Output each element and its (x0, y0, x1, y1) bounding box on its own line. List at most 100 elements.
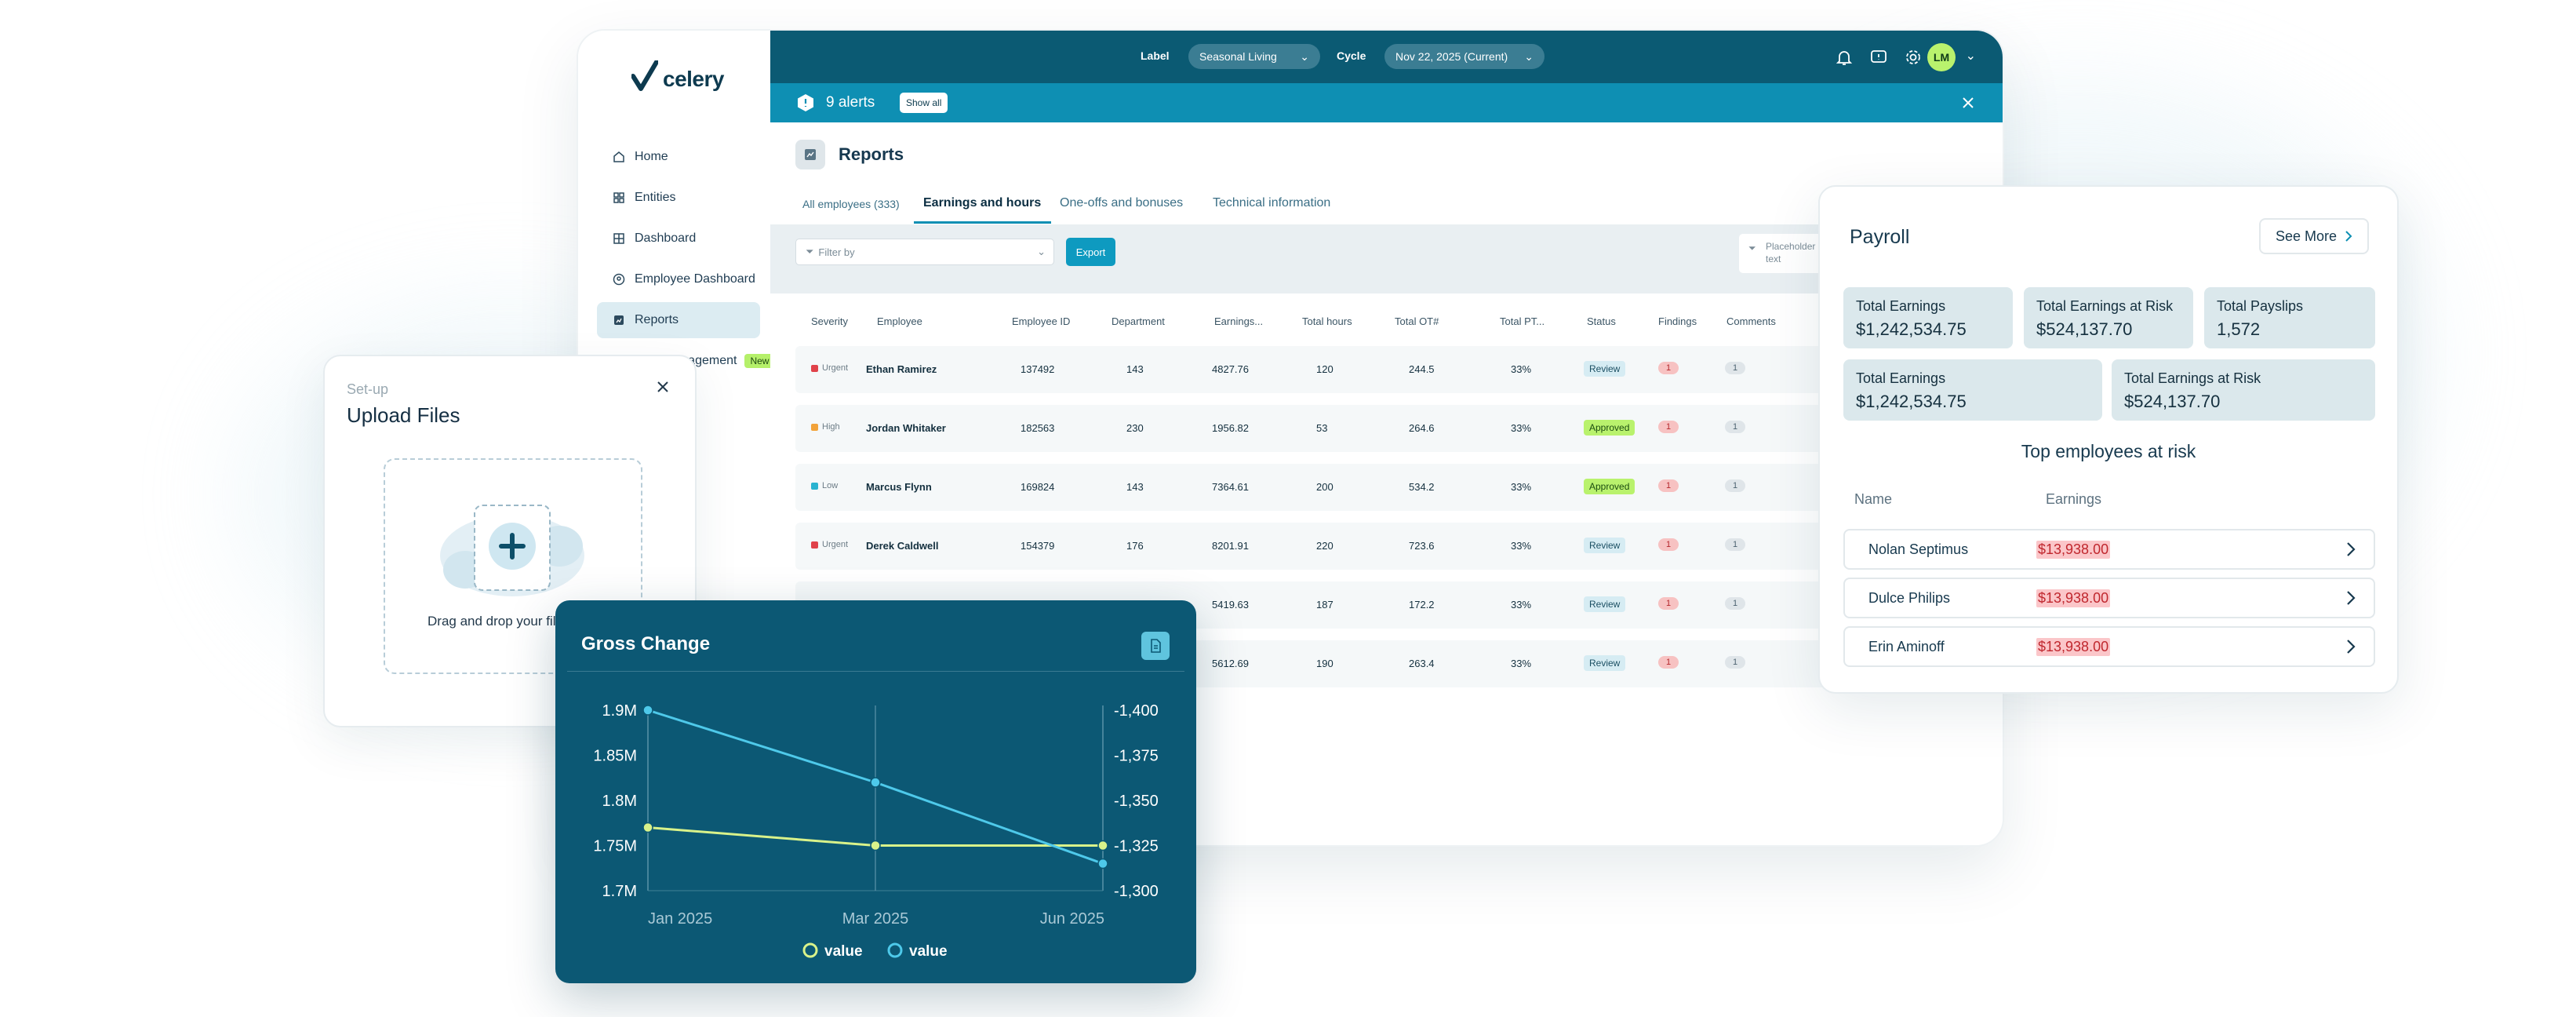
data-point (870, 777, 881, 788)
stat-value: $1,242,534.75 (1856, 392, 1967, 411)
home-icon (613, 151, 625, 163)
severity-cell: High (811, 422, 840, 432)
stat-total-earnings: Total Earnings $1,242,534.75 (1843, 359, 2102, 421)
employee-id: 169824 (1021, 481, 1055, 493)
close-icon[interactable] (654, 378, 671, 396)
filter-input[interactable]: ⏷ Filter by ⌄ (795, 239, 1054, 265)
bell-icon[interactable] (1835, 48, 1854, 67)
total-hours: 187 (1316, 599, 1333, 611)
sidebar-item-home[interactable]: Home (597, 139, 832, 175)
total-ot: 723.6 (1409, 540, 1435, 552)
findings-badge[interactable]: 1 (1658, 597, 1679, 610)
employee-earnings: $13,938.00 (2036, 637, 2111, 656)
help-chat-icon[interactable] (1869, 48, 1888, 67)
document-icon[interactable] (1141, 632, 1170, 660)
dropzone-text: Drag and drop your files (428, 614, 570, 629)
severity-dot (811, 364, 818, 372)
findings-badge[interactable]: 1 (1658, 362, 1679, 374)
employee-name: Nolan Septimus (1868, 541, 1969, 557)
placeholder-filter[interactable]: ⏷ Placeholder text (1739, 234, 1833, 273)
comments-badge[interactable]: 1 (1725, 656, 1746, 669)
payroll-card: Payroll See More Total Earnings $1,242,53… (1818, 185, 2399, 694)
earnings: 1956.82 (1212, 422, 1249, 434)
data-point (642, 822, 653, 833)
department: 176 (1126, 540, 1144, 552)
risk-employee-row[interactable]: Erin Aminoff $13,938.00 (1843, 626, 2375, 667)
employee-name: Dulce Philips (1868, 589, 1951, 606)
y-tick-label-right: -1,350 (1114, 793, 1159, 810)
sidebar-item-reports[interactable]: Reports (597, 302, 760, 338)
reports-icon (613, 314, 625, 326)
chevron-down-icon[interactable]: ⌄ (1965, 49, 1976, 63)
tab-technical-information[interactable]: Technical information (1213, 196, 1331, 210)
chart-title: Gross Change (581, 633, 711, 654)
export-button[interactable]: Export (1066, 238, 1115, 266)
employee-name: Jordan Whitaker (866, 422, 946, 434)
total-pt: 33% (1511, 658, 1532, 669)
findings-badge[interactable]: 1 (1658, 421, 1679, 433)
chevron-down-icon: ⌄ (1524, 49, 1534, 63)
check-logo-icon (631, 60, 658, 91)
reports-content: Reports All employees (333) Earnings and… (770, 122, 2003, 845)
dropzone[interactable]: Drag and drop your files (384, 458, 642, 674)
tab-one-offs-and-bonuses[interactable]: One-offs and bonuses (1060, 196, 1184, 210)
cycle-select[interactable]: Nov 22, 2025 (Current) ⌄ (1384, 44, 1545, 69)
gear-icon[interactable] (1904, 48, 1923, 67)
tab-all-employees[interactable]: All employees (333) (802, 198, 900, 210)
column-header: Status (1587, 315, 1616, 327)
grid-icon (613, 191, 625, 204)
column-header[interactable]: Severity (811, 315, 848, 327)
see-more-button[interactable]: See More (2259, 218, 2369, 254)
label-caption: Label (1141, 49, 1170, 62)
total-pt: 33% (1511, 540, 1532, 552)
alert-bar: 9 alerts Show all (770, 83, 2003, 122)
table-row[interactable]: Urgent Derek Caldwell 154379 176 8201.91 220 7… (795, 523, 1894, 570)
sidebar-item-employee-dashboard[interactable]: Employee Dashboard (597, 261, 832, 297)
earnings: 7364.61 (1212, 481, 1249, 493)
comments-badge[interactable]: 1 (1725, 421, 1746, 433)
comments-badge[interactable]: 1 (1725, 362, 1746, 374)
comments-badge[interactable]: 1 (1725, 479, 1746, 492)
stat-label: Total Earnings (1856, 370, 1946, 386)
y-tick-label-right: -1,375 (1114, 748, 1159, 765)
sidebar-item-label: Entities (635, 191, 676, 204)
table-row[interactable]: Urgent Ethan Ramirez 137492 143 4827.76 120 24… (795, 346, 1894, 393)
y-tick-label-right: -1,325 (1114, 838, 1159, 855)
findings-badge[interactable]: 1 (1658, 479, 1679, 492)
comments-badge[interactable]: 1 (1725, 538, 1746, 551)
close-icon[interactable] (1960, 95, 1976, 111)
risk-employee-row[interactable]: Dulce Philips $13,938.00 (1843, 578, 2375, 618)
employee-earnings: $13,938.00 (2036, 589, 2111, 607)
table-header: Severity Employee Employee ID Department Ear… (795, 311, 1894, 334)
upload-title: Upload Files (347, 403, 460, 427)
severity-cell: Low (811, 481, 838, 490)
stat-value: $524,137.70 (2124, 392, 2221, 411)
chevron-down-icon: ⌄ (1300, 49, 1309, 63)
label-select[interactable]: Seasonal Living ⌄ (1188, 44, 1320, 69)
sidebar-item-label: Employee Dashboard (635, 272, 755, 286)
legend-marker (887, 942, 903, 958)
risk-employee-row[interactable]: Nolan Septimus $13,938.00 (1843, 529, 2375, 570)
findings-badge[interactable]: 1 (1658, 656, 1679, 669)
employee-id: 154379 (1021, 540, 1055, 552)
data-point (870, 840, 881, 851)
total-ot: 264.6 (1409, 422, 1435, 434)
comments-badge[interactable]: 1 (1725, 597, 1746, 610)
brand-logo[interactable]: celery (631, 60, 724, 92)
total-hours: 53 (1316, 422, 1328, 434)
tab-earnings-and-hours[interactable]: Earnings and hours (923, 196, 1042, 210)
show-all-button[interactable]: Show all (900, 93, 948, 113)
total-hours: 220 (1316, 540, 1333, 552)
column-header: Employee ID (1012, 315, 1071, 327)
chevron-right-icon (2345, 231, 2352, 242)
column-header: Department (1112, 315, 1165, 327)
table-row[interactable]: Low Marcus Flynn 169824 143 7364.61 200 534.2 3… (795, 464, 1894, 511)
findings-badge[interactable]: 1 (1658, 538, 1679, 551)
stat-value: $1,242,534.75 (1856, 319, 1967, 339)
severity-label: Urgent (822, 363, 849, 373)
sidebar-item-entities[interactable]: Entities (597, 180, 832, 216)
sidebar-item-dashboard[interactable]: Dashboard (597, 221, 832, 257)
avatar[interactable]: LM (1927, 43, 1956, 71)
employee-name: Derek Caldwell (866, 540, 939, 552)
table-row[interactable]: High Jordan Whitaker 182563 230 1956.82 53 264… (795, 405, 1894, 452)
